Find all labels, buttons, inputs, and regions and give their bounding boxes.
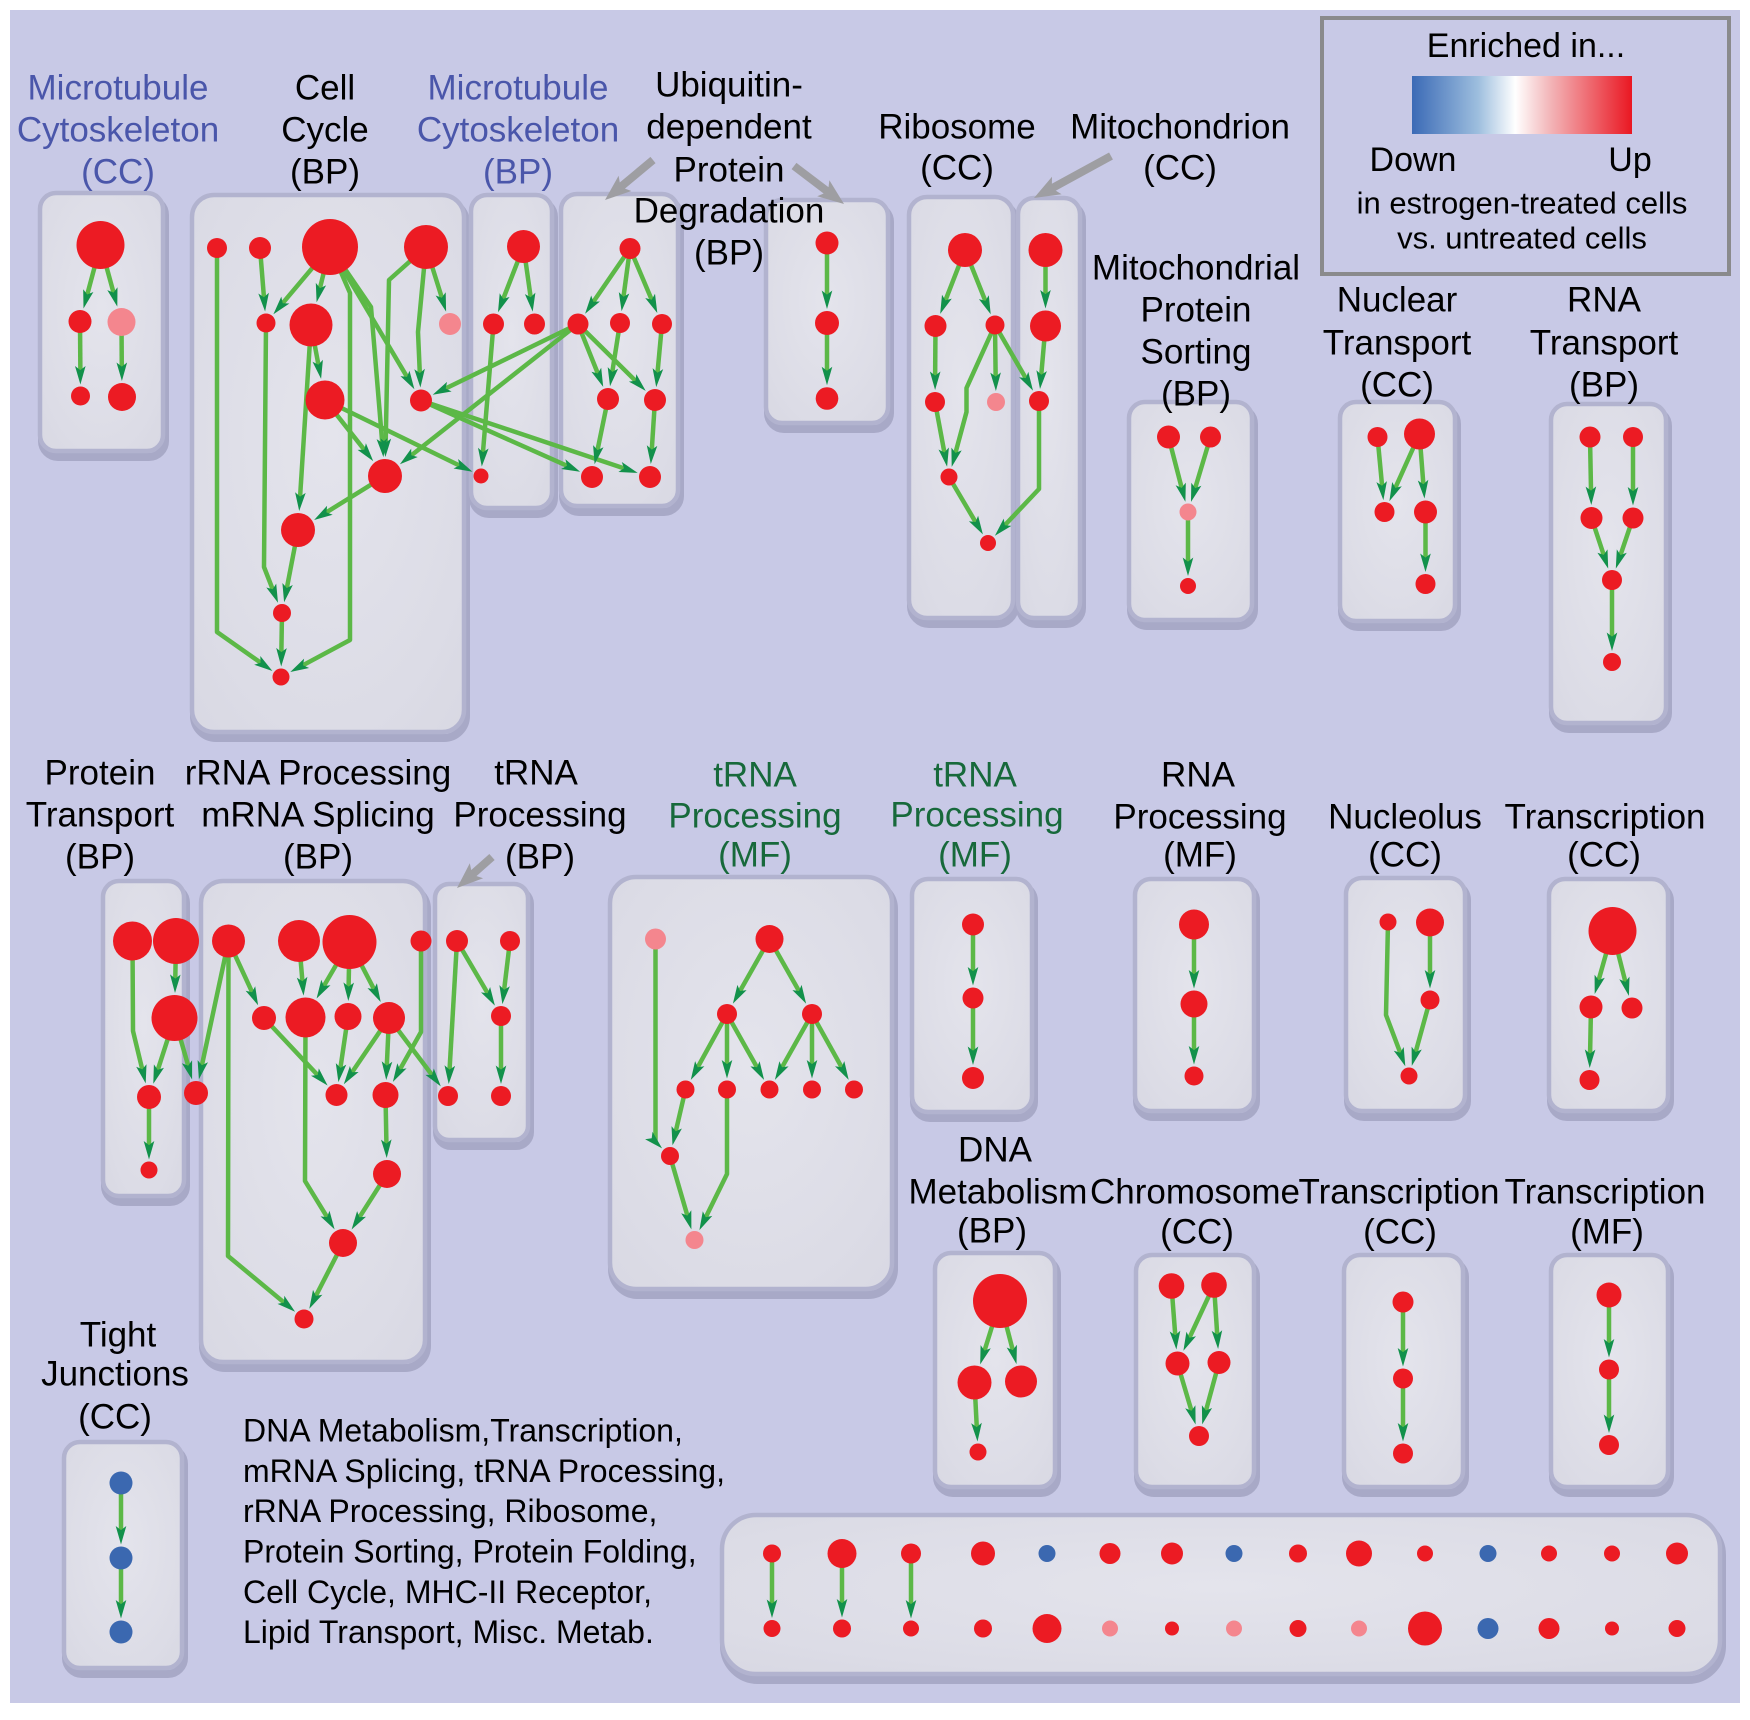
svg-text:Enriched in...: Enriched in... <box>1427 27 1625 65</box>
svg-text:Transcription: Transcription <box>1505 1173 1706 1212</box>
svg-text:Processing: Processing <box>1113 798 1286 837</box>
svg-text:Cell: Cell <box>295 69 355 108</box>
svg-text:Sorting: Sorting <box>1141 333 1252 372</box>
svg-text:dependent: dependent <box>646 108 812 147</box>
svg-text:(CC): (CC) <box>920 149 994 188</box>
svg-text:DNA Metabolism,Transcription,: DNA Metabolism,Transcription, <box>243 1413 683 1449</box>
svg-text:vs. untreated cells: vs. untreated cells <box>1397 221 1647 256</box>
svg-text:Junctions: Junctions <box>41 1355 189 1394</box>
svg-text:Up: Up <box>1608 141 1651 179</box>
svg-text:Ribosome: Ribosome <box>878 108 1036 147</box>
svg-text:(BP): (BP) <box>483 153 553 192</box>
svg-text:(CC): (CC) <box>1143 149 1217 188</box>
svg-text:mRNA Splicing: mRNA Splicing <box>201 796 434 835</box>
svg-text:(BP): (BP) <box>290 153 360 192</box>
svg-text:Cytoskeleton: Cytoskeleton <box>417 111 619 150</box>
svg-text:Down: Down <box>1370 141 1457 179</box>
svg-text:tRNA: tRNA <box>933 756 1017 795</box>
svg-text:Microtubule: Microtubule <box>28 69 209 108</box>
svg-text:Processing: Processing <box>890 796 1063 835</box>
svg-text:Transcription: Transcription <box>1299 1173 1500 1212</box>
svg-text:Transcription: Transcription <box>1505 798 1706 837</box>
svg-text:(MF): (MF) <box>1163 836 1237 875</box>
svg-text:(MF): (MF) <box>718 836 792 875</box>
svg-text:Transport: Transport <box>26 796 175 835</box>
svg-text:(CC): (CC) <box>1160 1213 1234 1252</box>
svg-text:Nuclear: Nuclear <box>1337 281 1458 320</box>
svg-text:Metabolism: Metabolism <box>909 1173 1088 1212</box>
svg-text:RNA: RNA <box>1567 281 1642 320</box>
svg-text:RNA: RNA <box>1161 756 1236 795</box>
svg-text:Protein: Protein <box>45 754 156 793</box>
svg-text:mRNA Splicing, tRNA Processing: mRNA Splicing, tRNA Processing, <box>243 1453 725 1489</box>
svg-text:tRNA: tRNA <box>494 754 578 793</box>
svg-text:Cell Cycle, MHC-II Receptor,: Cell Cycle, MHC-II Receptor, <box>243 1574 652 1610</box>
svg-text:(CC): (CC) <box>1363 1213 1437 1252</box>
svg-text:tRNA: tRNA <box>713 756 797 795</box>
svg-text:(MF): (MF) <box>1570 1213 1644 1252</box>
svg-text:(BP): (BP) <box>694 234 764 273</box>
svg-text:Protein: Protein <box>1141 291 1252 330</box>
svg-text:rRNA Processing: rRNA Processing <box>185 754 451 793</box>
svg-text:Cytoskeleton: Cytoskeleton <box>17 111 219 150</box>
svg-text:Nucleolus: Nucleolus <box>1328 798 1482 837</box>
svg-text:(CC): (CC) <box>1368 836 1442 875</box>
svg-text:Transport: Transport <box>1530 324 1679 363</box>
svg-text:(BP): (BP) <box>1161 375 1231 414</box>
svg-text:Cycle: Cycle <box>281 111 369 150</box>
svg-text:(BP): (BP) <box>505 838 575 877</box>
svg-text:(BP): (BP) <box>283 838 353 877</box>
svg-text:Protein Sorting, Protein Foldi: Protein Sorting, Protein Folding, <box>243 1534 697 1570</box>
svg-text:Lipid Transport, Misc. Metab.: Lipid Transport, Misc. Metab. <box>243 1614 654 1650</box>
svg-text:(CC): (CC) <box>78 1398 152 1437</box>
svg-text:Chromosome: Chromosome <box>1090 1173 1300 1212</box>
svg-text:Microtubule: Microtubule <box>428 69 609 108</box>
svg-text:Mitochondrion: Mitochondrion <box>1070 108 1290 147</box>
svg-text:Processing: Processing <box>453 796 626 835</box>
svg-text:in estrogen-treated cells: in estrogen-treated cells <box>1357 186 1688 221</box>
svg-text:Processing: Processing <box>668 797 841 836</box>
svg-text:(BP): (BP) <box>65 838 135 877</box>
svg-text:(CC): (CC) <box>1360 366 1434 405</box>
svg-text:rRNA Processing, Ribosome,: rRNA Processing, Ribosome, <box>243 1493 657 1529</box>
svg-text:(CC): (CC) <box>81 153 155 192</box>
svg-text:Protein: Protein <box>674 151 785 190</box>
svg-text:Tight: Tight <box>80 1316 157 1355</box>
svg-text:Transport: Transport <box>1323 324 1472 363</box>
svg-text:(BP): (BP) <box>957 1212 1027 1251</box>
svg-text:(MF): (MF) <box>938 836 1012 875</box>
svg-text:Degradation: Degradation <box>634 192 825 231</box>
svg-text:(BP): (BP) <box>1569 366 1639 405</box>
svg-text:DNA: DNA <box>958 1131 1033 1170</box>
svg-text:Ubiquitin-: Ubiquitin- <box>655 66 803 105</box>
svg-text:Mitochondrial: Mitochondrial <box>1092 249 1300 288</box>
svg-text:(CC): (CC) <box>1567 836 1641 875</box>
